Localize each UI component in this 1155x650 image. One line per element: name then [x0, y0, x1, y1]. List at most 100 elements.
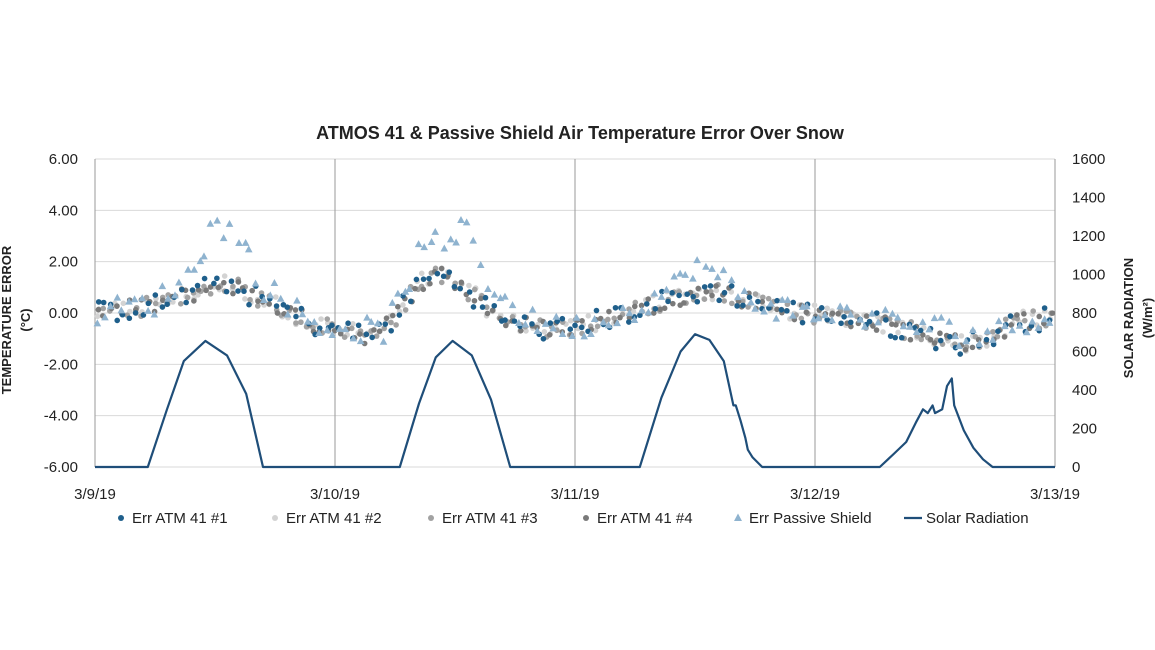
err-atm41-1-point	[228, 278, 235, 285]
err-atm41-2-point	[221, 273, 228, 279]
err-passive-shield-point	[213, 216, 221, 224]
err-atm41-3-point	[230, 283, 236, 290]
err-atm41-1-point	[585, 328, 591, 335]
err-atm41-1-point	[145, 300, 152, 307]
err-atm41-1-point	[1041, 305, 1048, 311]
err-passive-shield-point	[983, 327, 992, 335]
err-passive-shield-point	[283, 310, 292, 318]
err-passive-shield-point	[552, 312, 561, 320]
err-passive-shield-point	[431, 227, 440, 235]
y-right-tick-label: 400	[1072, 382, 1097, 399]
err-atm41-3-point	[373, 333, 380, 339]
err-atm41-1-point	[440, 273, 447, 280]
err-atm41-4-point	[255, 298, 261, 305]
err-atm41-1-point	[790, 299, 797, 306]
err-passive-shield-point	[662, 285, 671, 293]
legend-marker-circle	[272, 515, 278, 521]
err-passive-shield-point	[802, 302, 811, 310]
err-atm41-4-point	[412, 285, 418, 292]
err-passive-shield-point	[693, 256, 701, 264]
err-atm41-4-point	[681, 300, 687, 306]
err-atm41-4-point	[221, 279, 227, 286]
err-atm41-4-point	[870, 323, 876, 329]
err-passive-shield-point	[501, 292, 509, 300]
err-atm41-3-point	[1021, 317, 1028, 324]
err-atm41-1-point	[578, 324, 585, 331]
err-atm41-1-point	[659, 288, 665, 295]
y-right-tick-label: 1000	[1072, 267, 1105, 284]
err-passive-shield-point	[676, 269, 684, 277]
err-passive-shield-point	[868, 309, 876, 317]
err-atm41-4-point	[395, 303, 401, 310]
err-atm41-4-point	[266, 301, 272, 307]
err-passive-shield-point	[541, 319, 550, 327]
err-atm41-1-point	[540, 335, 547, 342]
err-passive-shield-point	[843, 303, 851, 311]
err-passive-shield-point	[955, 341, 963, 349]
err-atm41-1-point	[502, 317, 508, 323]
err-atm41-1-point	[559, 315, 566, 322]
err-atm41-1-point	[728, 283, 735, 289]
err-atm41-4-point	[713, 283, 719, 289]
err-atm41-1-point	[241, 288, 247, 295]
err-atm41-3-point	[184, 294, 191, 301]
err-passive-shield-point	[125, 297, 133, 305]
err-atm41-1-point	[799, 319, 806, 326]
err-atm41-1-point	[937, 337, 944, 344]
err-atm41-1-point	[159, 304, 166, 310]
err-atm41-4-point	[597, 315, 604, 322]
err-passive-shield-point	[328, 331, 337, 339]
legend-label: Err ATM 41 #4	[597, 510, 693, 527]
err-atm41-3-point	[341, 334, 348, 340]
right-axis-label-line2: (W/m²)	[1140, 298, 1155, 338]
err-passive-shield-point	[930, 314, 939, 322]
err-atm41-3-point	[381, 325, 387, 332]
err-passive-shield-point	[158, 282, 167, 290]
err-atm41-4-point	[203, 287, 209, 294]
err-passive-shield-point	[533, 327, 542, 335]
err-passive-shield-point	[260, 295, 268, 303]
err-passive-shield-point	[906, 322, 914, 330]
err-atm41-3-point	[798, 315, 805, 322]
err-passive-shield-point	[604, 321, 613, 329]
err-atm41-4-point	[829, 310, 836, 317]
err-atm41-4-point	[969, 344, 976, 351]
err-atm41-4-point	[478, 295, 484, 302]
err-passive-shield-point	[912, 328, 921, 336]
err-atm41-1-point	[676, 292, 682, 299]
err-atm41-1-point	[201, 275, 208, 282]
err-atm41-1-point	[898, 334, 905, 341]
err-atm41-3-point	[388, 319, 394, 326]
err-passive-shield-point	[349, 334, 358, 342]
err-atm41-4-point	[927, 336, 934, 343]
legend-label: Err Passive Shield	[749, 510, 872, 527]
err-atm41-4-point	[873, 327, 880, 333]
err-atm41-4-point	[893, 322, 899, 328]
err-atm41-1-point	[316, 325, 323, 331]
err-atm41-3-point	[594, 323, 601, 330]
x-tick-label: 3/10/19	[310, 486, 360, 503]
err-passive-shield-point	[893, 313, 902, 321]
err-atm41-2-point	[713, 287, 720, 294]
err-atm41-3-point	[207, 291, 214, 297]
err-atm41-1-point	[413, 276, 420, 283]
err-passive-shield-point	[303, 317, 312, 325]
err-passive-shield-point	[751, 304, 759, 312]
err-passive-shield-point	[590, 315, 599, 323]
err-atm41-4-point	[337, 330, 344, 337]
err-passive-shield-point	[363, 313, 371, 321]
legend-item: Err ATM 41 #1	[118, 510, 228, 527]
err-passive-shield-point	[650, 289, 659, 297]
err-passive-shield-point	[760, 307, 768, 315]
legend-marker-circle	[428, 515, 434, 521]
err-atm41-1-point	[547, 320, 554, 326]
err-passive-shield-point	[117, 306, 126, 314]
err-atm41-1-point	[132, 310, 139, 316]
y-right-tick-label: 600	[1072, 344, 1097, 361]
err-atm41-4-point	[159, 297, 166, 304]
err-atm41-1-point	[329, 322, 335, 329]
err-atm41-1-point	[491, 302, 498, 309]
err-atm41-4-point	[774, 306, 780, 313]
err-atm41-4-point	[503, 322, 509, 329]
err-atm41-4-point	[489, 307, 496, 314]
